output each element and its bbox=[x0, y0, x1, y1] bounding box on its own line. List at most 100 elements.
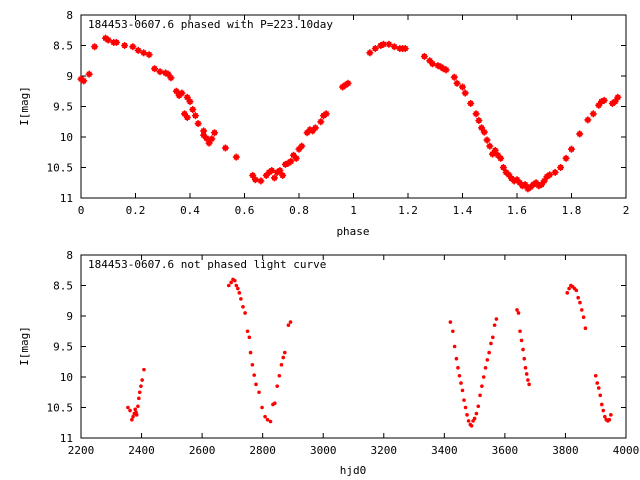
data-point bbox=[603, 414, 607, 419]
data-point bbox=[167, 74, 175, 82]
data-point bbox=[130, 417, 134, 422]
data-point bbox=[611, 98, 619, 106]
data-point bbox=[450, 73, 458, 81]
data-point bbox=[140, 49, 148, 57]
data-point bbox=[527, 382, 531, 387]
data-point bbox=[292, 154, 300, 162]
data-point bbox=[265, 417, 270, 422]
x-tick-label: 3400 bbox=[431, 444, 458, 457]
data-point bbox=[85, 70, 93, 78]
data-point bbox=[137, 390, 142, 395]
x-tick-label: 2 bbox=[623, 204, 630, 217]
data-point bbox=[595, 101, 603, 109]
data-point bbox=[483, 366, 488, 370]
data-point bbox=[472, 110, 480, 118]
y-axis-label: I[mag] bbox=[18, 86, 31, 126]
data-point bbox=[272, 401, 277, 406]
x-tick-label: 2600 bbox=[189, 444, 216, 457]
data-point bbox=[126, 405, 130, 410]
data-point bbox=[279, 363, 284, 367]
x-tick-label: 0.6 bbox=[235, 204, 255, 217]
data-point bbox=[263, 414, 267, 419]
data-point bbox=[252, 373, 256, 377]
y-tick-label: 10.5 bbox=[47, 162, 74, 175]
x-axis-label: hjd0 bbox=[340, 464, 367, 477]
data-point bbox=[250, 363, 255, 367]
data-point bbox=[521, 347, 525, 352]
data-point bbox=[485, 358, 490, 362]
data-point bbox=[565, 291, 570, 295]
data-point bbox=[233, 278, 237, 283]
data-point bbox=[366, 49, 374, 57]
data-point bbox=[257, 390, 261, 395]
data-points bbox=[126, 277, 613, 428]
x-tick-label: 4000 bbox=[613, 444, 640, 457]
y-tick-label: 9.5 bbox=[53, 101, 73, 114]
data-point bbox=[237, 291, 242, 295]
data-point bbox=[183, 93, 191, 101]
data-point bbox=[134, 413, 139, 417]
data-point bbox=[557, 164, 565, 171]
data-point bbox=[260, 405, 264, 410]
x-tick-label: 0.4 bbox=[180, 204, 200, 217]
data-point bbox=[401, 45, 409, 53]
x-tick-label: 1.4 bbox=[453, 204, 473, 217]
data-point bbox=[420, 52, 428, 60]
y-tick-label: 10.5 bbox=[47, 402, 74, 415]
data-point bbox=[601, 408, 606, 413]
data-point bbox=[142, 367, 146, 372]
data-point bbox=[276, 167, 284, 175]
x-tick-label: 2400 bbox=[128, 444, 155, 457]
data-point bbox=[140, 378, 144, 382]
data-point bbox=[497, 154, 505, 162]
data-point bbox=[515, 308, 519, 312]
data-point bbox=[499, 164, 507, 171]
data-point bbox=[505, 171, 513, 179]
data-point bbox=[492, 323, 497, 327]
data-point bbox=[288, 320, 293, 324]
data-point bbox=[583, 326, 588, 331]
chart-title: 184453-0607.6 not phased light curve bbox=[88, 258, 326, 271]
data-point bbox=[229, 280, 233, 285]
data-point bbox=[234, 283, 239, 288]
x-tick-label: 3200 bbox=[371, 444, 398, 457]
data-point bbox=[475, 117, 483, 125]
data-point bbox=[522, 356, 527, 361]
data-point bbox=[462, 398, 466, 402]
data-point bbox=[442, 66, 450, 74]
data-point bbox=[247, 335, 252, 340]
data-point bbox=[490, 335, 495, 340]
data-point bbox=[268, 167, 276, 175]
data-point bbox=[465, 413, 469, 417]
data-point bbox=[279, 171, 287, 179]
axis-ticks: 0 0.2 0.4 0.6 0.8 1 1.2 1.4 1.6 1.8 2 8 8.5 9 9.5 10 10.… bbox=[47, 9, 630, 217]
data-point bbox=[595, 381, 600, 385]
data-point bbox=[453, 79, 461, 87]
data-point bbox=[232, 153, 240, 161]
data-point bbox=[581, 315, 586, 320]
data-point bbox=[456, 366, 460, 370]
data-point bbox=[466, 419, 471, 423]
data-point bbox=[194, 120, 202, 128]
data-point bbox=[459, 381, 463, 385]
data-point bbox=[112, 38, 120, 46]
data-point bbox=[568, 145, 575, 153]
data-point bbox=[189, 106, 197, 114]
data-point bbox=[298, 142, 306, 150]
data-point bbox=[518, 329, 522, 334]
phased-light-curve-panel: 184453-0607.6 phased with P=223.10day ph… bbox=[18, 9, 629, 238]
data-point bbox=[268, 419, 273, 424]
data-point bbox=[491, 146, 499, 154]
data-point bbox=[459, 83, 466, 91]
data-point bbox=[574, 288, 579, 293]
data-point bbox=[257, 177, 265, 185]
data-point bbox=[596, 386, 601, 390]
data-point bbox=[390, 43, 398, 51]
data-point bbox=[275, 384, 280, 388]
data-point bbox=[478, 124, 486, 132]
x-tick-label: 2200 bbox=[68, 444, 95, 457]
y-tick-label: 10 bbox=[60, 131, 73, 144]
data-point bbox=[454, 356, 459, 361]
data-point bbox=[599, 402, 604, 407]
data-point bbox=[287, 157, 295, 165]
